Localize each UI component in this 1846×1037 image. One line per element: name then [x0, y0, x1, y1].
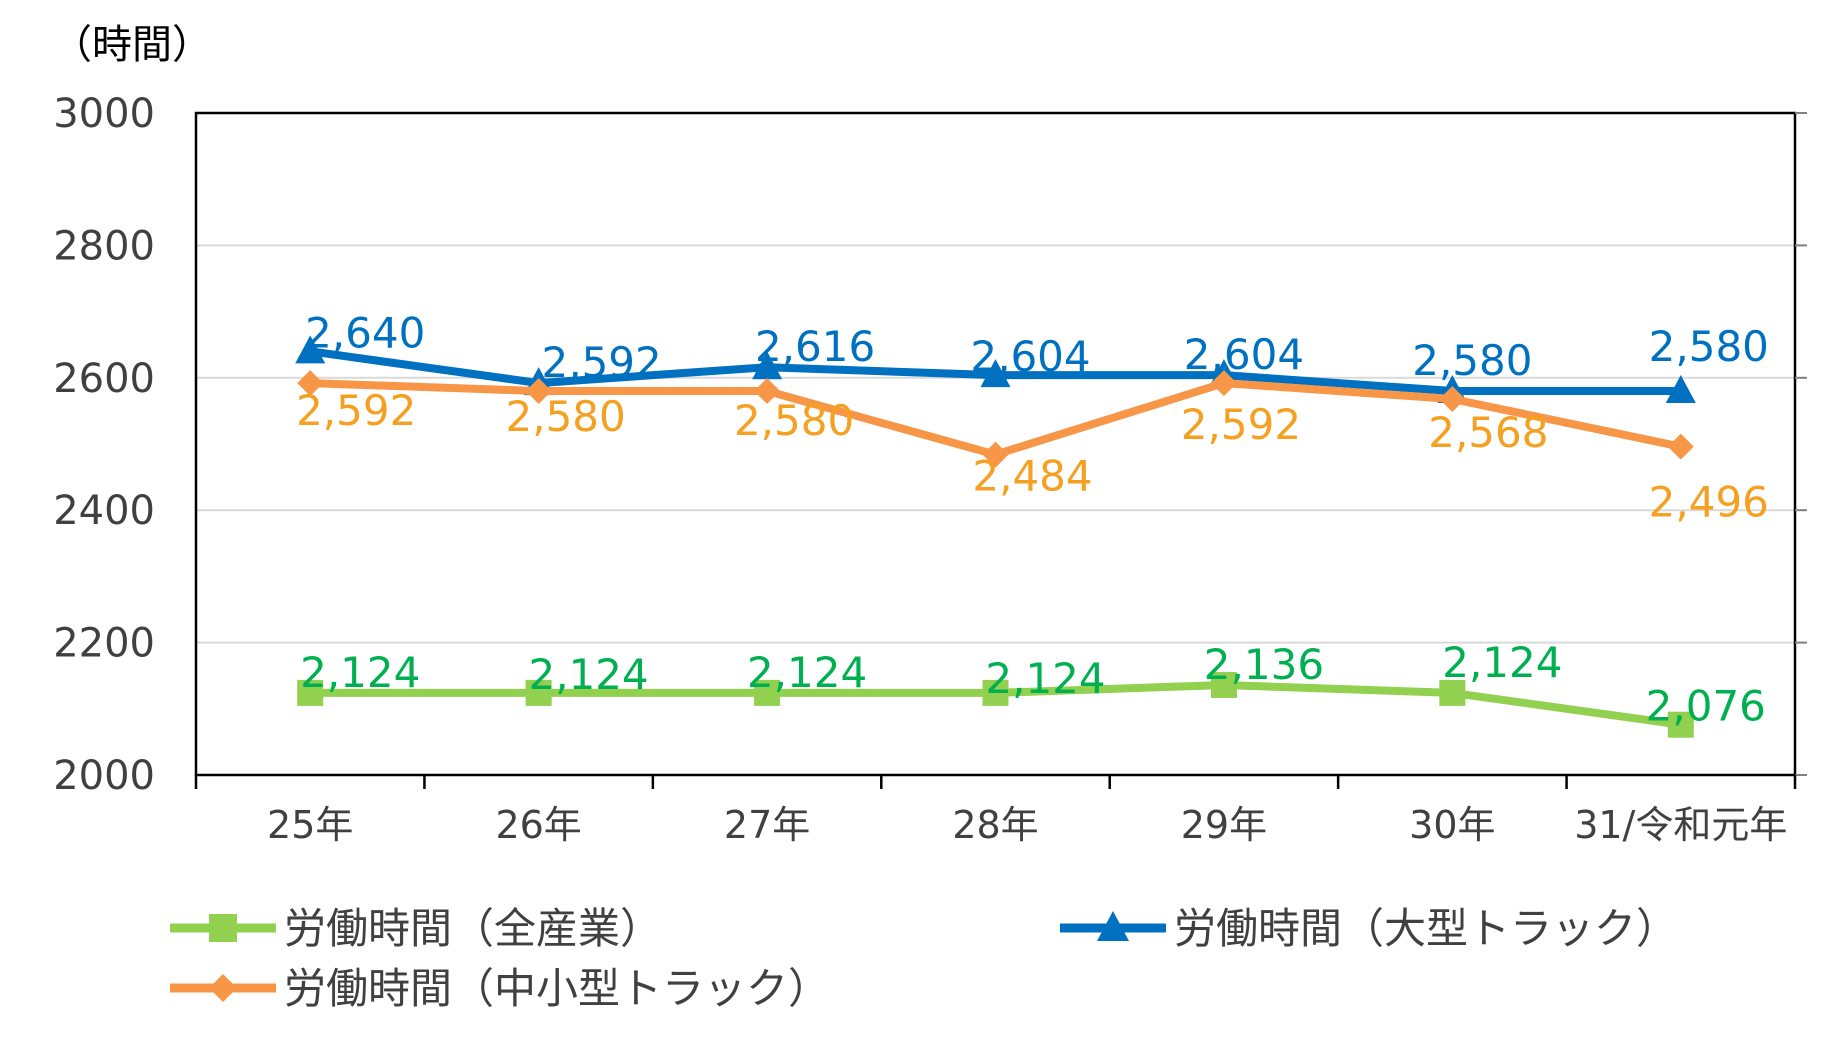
x-tick-label: 26年 — [495, 803, 581, 847]
data-label: 2,592 — [296, 386, 416, 435]
data-point — [295, 335, 326, 364]
data-label: 2,568 — [1428, 408, 1548, 457]
legend-label: 労働時間（大型トラック） — [1174, 904, 1678, 953]
data-label: 2,640 — [305, 308, 425, 357]
data-label: 2,124 — [747, 648, 867, 697]
x-tick-label: 31/令和元年 — [1574, 803, 1787, 847]
x-tick-label: 27年 — [724, 803, 810, 847]
y-tick-label: 2000 — [53, 753, 155, 799]
y-tick-label: 2600 — [53, 356, 155, 402]
data-label: 2,616 — [755, 322, 875, 371]
y-tick-label: 2200 — [53, 621, 155, 667]
data-label: 2,580 — [734, 396, 854, 445]
y-tick-label: 2800 — [53, 223, 155, 269]
data-labels: 2,124 2,124 2,124 2,124 2,136 2,124 2,076 2,640… — [296, 308, 1769, 730]
data-label: 2,124 — [300, 648, 420, 697]
legend-item: 労働時間（中小型トラック） — [170, 964, 830, 1013]
data-label: 2,496 — [1649, 478, 1769, 527]
data-point — [1667, 433, 1694, 460]
data-point — [525, 679, 552, 706]
data-label: 2,136 — [1204, 640, 1324, 689]
data-label: 2,580 — [506, 392, 626, 441]
data-label: 2,592 — [542, 338, 662, 387]
data-label: 2,580 — [1412, 336, 1532, 385]
data-point — [297, 679, 324, 706]
data-point — [982, 679, 1009, 706]
data-label: 2,484 — [972, 452, 1092, 501]
data-label: 2,124 — [1442, 638, 1562, 687]
y-axis: 3000 2800 2600 2400 2200 2000 — [53, 91, 1807, 799]
legend-item: 労働時間（全産業） — [170, 904, 662, 953]
series-square — [297, 671, 1694, 738]
data-point — [297, 370, 324, 397]
data-label: 2,124 — [529, 650, 649, 699]
legend-item: 労働時間（大型トラック） — [1060, 904, 1678, 953]
x-tick-label: 30年 — [1409, 803, 1495, 847]
data-point — [752, 351, 783, 380]
plot-area-border — [194, 111, 1797, 777]
y-tick-label: 3000 — [53, 91, 155, 137]
data-label: 2,580 — [1649, 322, 1769, 371]
data-point — [1665, 375, 1696, 404]
data-label: 2,076 — [1646, 682, 1766, 731]
legend-label: 労働時間（中小型トラック） — [284, 964, 830, 1013]
data-point — [525, 378, 552, 405]
data-point — [1439, 679, 1466, 706]
legend: 労働時間（全産業） 労働時間（大型トラック） 労働時間（中小型トラック） — [170, 904, 1678, 1013]
data-label: 2,592 — [1181, 400, 1301, 449]
y-axis-unit-label: （時間） — [52, 22, 212, 68]
data-point — [754, 378, 781, 405]
data-point — [1667, 711, 1694, 738]
data-label: 2,604 — [970, 332, 1090, 381]
x-axis: 25年 26年 27年 28年 29年 30年 31/令和元年 — [194, 775, 1797, 847]
data-point — [1439, 385, 1466, 412]
legend-label: 労働時間（全産業） — [284, 904, 662, 953]
x-tick-label: 29年 — [1181, 803, 1267, 847]
y-tick-label: 2400 — [53, 488, 155, 534]
series-diamond — [297, 370, 1694, 468]
data-point — [754, 679, 781, 706]
series-layer — [295, 335, 1696, 738]
data-point — [1210, 370, 1237, 397]
data-point — [980, 359, 1011, 388]
data-point — [982, 441, 1009, 468]
legend-marker — [209, 974, 237, 1002]
x-tick-label: 28年 — [952, 803, 1038, 847]
data-point — [1210, 671, 1237, 698]
x-tick-label: 25年 — [267, 803, 353, 847]
legend-marker — [1097, 911, 1129, 941]
data-label: 2,604 — [1184, 330, 1304, 379]
gridlines — [196, 244, 1795, 644]
data-label: 2,124 — [985, 654, 1105, 703]
legend-marker — [209, 914, 237, 942]
